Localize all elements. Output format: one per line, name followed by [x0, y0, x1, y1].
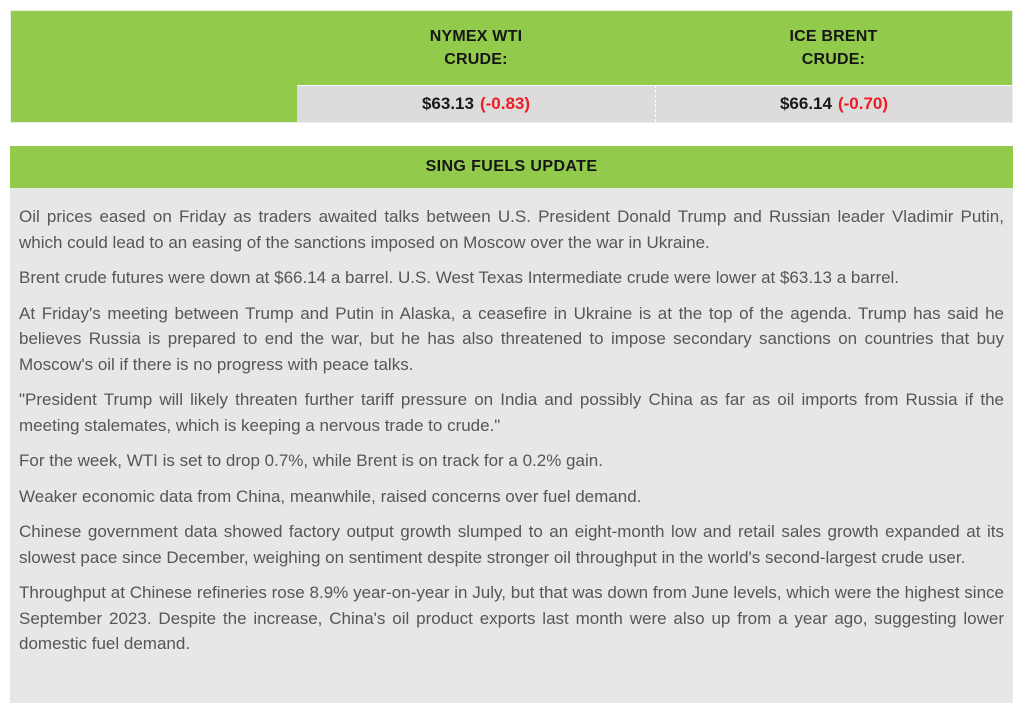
update-paragraph: At Friday's meeting between Trump and Pu…: [19, 303, 1004, 374]
nymex-wti-header-line1: NYMEX WTI: [429, 28, 523, 45]
update-paragraph: Oil prices eased on Friday as traders aw…: [19, 207, 1004, 252]
update-paragraph: For the week, WTI is set to drop 0.7%, w…: [19, 451, 603, 470]
update-title: SING FUELS UPDATE: [425, 158, 598, 175]
nymex-wti-change: (-0.83): [479, 94, 531, 113]
nymex-wti-price: $63.13: [421, 94, 474, 113]
nymex-wti-header-line2: CRUDE:: [444, 51, 508, 68]
ice-brent-price-cell: $66.14 (-0.70): [655, 85, 1012, 122]
nymex-wti-price-cell: $63.13 (-0.83): [297, 85, 655, 122]
update-paragraph: Weaker economic data from China, meanwhi…: [19, 486, 642, 506]
ice-brent-header-cell: ICE BRENT CRUDE:: [655, 11, 1012, 85]
update-title-bar: SING FUELS UPDATE: [10, 146, 1013, 188]
ice-brent-header-line2: CRUDE:: [801, 51, 866, 68]
update-paragraph: "President Trump will likely threaten fu…: [19, 390, 1004, 435]
price-table-spacer-cell: [11, 11, 297, 122]
ice-brent-header-line1: ICE BRENT: [789, 28, 878, 45]
update-paragraph: Brent crude futures were down at $66.14 …: [19, 268, 900, 287]
crude-price-table: NYMEX WTI CRUDE: ICE BRENT CRUDE: $63.13…: [10, 10, 1013, 123]
update-paragraph: Chinese government data showed factory o…: [19, 522, 1004, 567]
update-body: Oil prices eased on Friday as traders aw…: [10, 188, 1013, 703]
nymex-wti-header-cell: NYMEX WTI CRUDE:: [297, 11, 655, 85]
sing-fuels-update-panel: SING FUELS UPDATE Oil prices eased on Fr…: [10, 146, 1013, 703]
ice-brent-price: $66.14: [779, 94, 832, 113]
update-paragraph: Throughput at Chinese refineries rose 8.…: [19, 583, 1004, 653]
ice-brent-change: (-0.70): [837, 94, 889, 113]
